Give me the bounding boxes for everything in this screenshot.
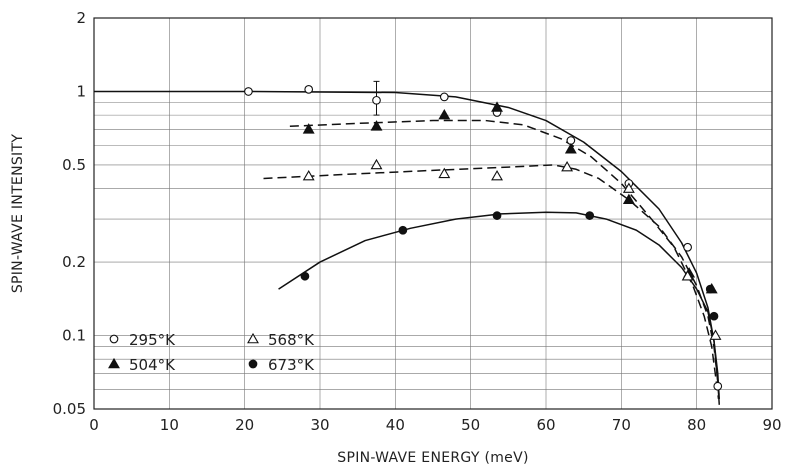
data-point-2 bbox=[709, 329, 722, 340]
data-point-0 bbox=[304, 85, 314, 94]
data-point-1 bbox=[438, 109, 451, 120]
legend-label-2: 568°K bbox=[268, 331, 315, 349]
data-point-0 bbox=[713, 381, 723, 391]
y-tick-label: 0.1 bbox=[62, 327, 86, 345]
data-point-1 bbox=[302, 123, 315, 134]
data-point-3 bbox=[492, 211, 502, 220]
x-tick-label: 70 bbox=[612, 416, 631, 434]
data-point-3 bbox=[585, 211, 595, 220]
y-tick-label: 0.05 bbox=[53, 400, 86, 418]
plot-area bbox=[93, 17, 773, 410]
legend-marker-0 bbox=[109, 334, 119, 344]
x-tick-label: 20 bbox=[235, 416, 254, 434]
data-point-2 bbox=[302, 169, 315, 181]
data-point-3 bbox=[300, 271, 310, 281]
data-markers bbox=[244, 85, 723, 391]
data-point-2 bbox=[622, 182, 635, 193]
data-point-2 bbox=[681, 270, 694, 281]
legend-marker-1 bbox=[108, 357, 120, 369]
x-tick-label: 30 bbox=[310, 416, 329, 434]
data-point-1 bbox=[564, 143, 577, 154]
x-tick-label: 40 bbox=[386, 416, 405, 434]
data-point-0 bbox=[244, 87, 253, 96]
data-point-1 bbox=[491, 101, 503, 112]
data-point-2 bbox=[561, 160, 574, 172]
legend: 295°K 504°K 568°K 673°K bbox=[108, 331, 315, 374]
data-point-0 bbox=[439, 92, 449, 102]
y-tick-label: 0.5 bbox=[62, 156, 86, 174]
data-point-2 bbox=[491, 169, 503, 181]
x-tick-label: 10 bbox=[160, 416, 179, 434]
y-tick-label: 2 bbox=[76, 9, 86, 27]
legend-label-1: 504°K bbox=[129, 356, 176, 374]
data-point-3 bbox=[709, 311, 719, 321]
data-point-3 bbox=[705, 284, 715, 294]
x-tick-label: 90 bbox=[762, 416, 781, 434]
data-point-2 bbox=[370, 158, 383, 170]
legend-label-3: 673°K bbox=[268, 356, 315, 374]
data-point-1 bbox=[370, 120, 383, 131]
x-tick-label: 60 bbox=[536, 416, 555, 434]
x-axis: 0 10 20 30 40 50 60 70 80 90 bbox=[89, 416, 781, 434]
y-axis-label: SPIN-WAVE INTENSITY bbox=[10, 134, 26, 293]
x-tick-label: 50 bbox=[461, 416, 480, 434]
x-tick-label: 80 bbox=[687, 416, 706, 434]
y-tick-label: 0.2 bbox=[62, 253, 86, 271]
x-axis-label: SPIN-WAVE ENERGY (meV) bbox=[337, 450, 528, 466]
data-point-1 bbox=[622, 193, 635, 205]
grid bbox=[94, 18, 772, 409]
data-point-2 bbox=[438, 167, 451, 179]
legend-marker-2 bbox=[247, 332, 259, 344]
y-axis: 2 1 0.5 0.2 0.1 0.05 bbox=[53, 9, 86, 418]
data-point-0 bbox=[372, 95, 381, 105]
y-tick-label: 1 bbox=[76, 82, 86, 100]
data-point-3 bbox=[398, 225, 408, 235]
legend-label-0: 295°K bbox=[129, 331, 176, 349]
fit-line-3 bbox=[278, 211, 721, 399]
legend-marker-3 bbox=[248, 359, 258, 369]
fit-line-0 bbox=[94, 90, 721, 405]
fit-lines bbox=[94, 80, 721, 405]
fit-line-1 bbox=[289, 119, 720, 399]
data-point-0 bbox=[683, 242, 692, 252]
x-tick-label: 0 bbox=[89, 416, 99, 434]
